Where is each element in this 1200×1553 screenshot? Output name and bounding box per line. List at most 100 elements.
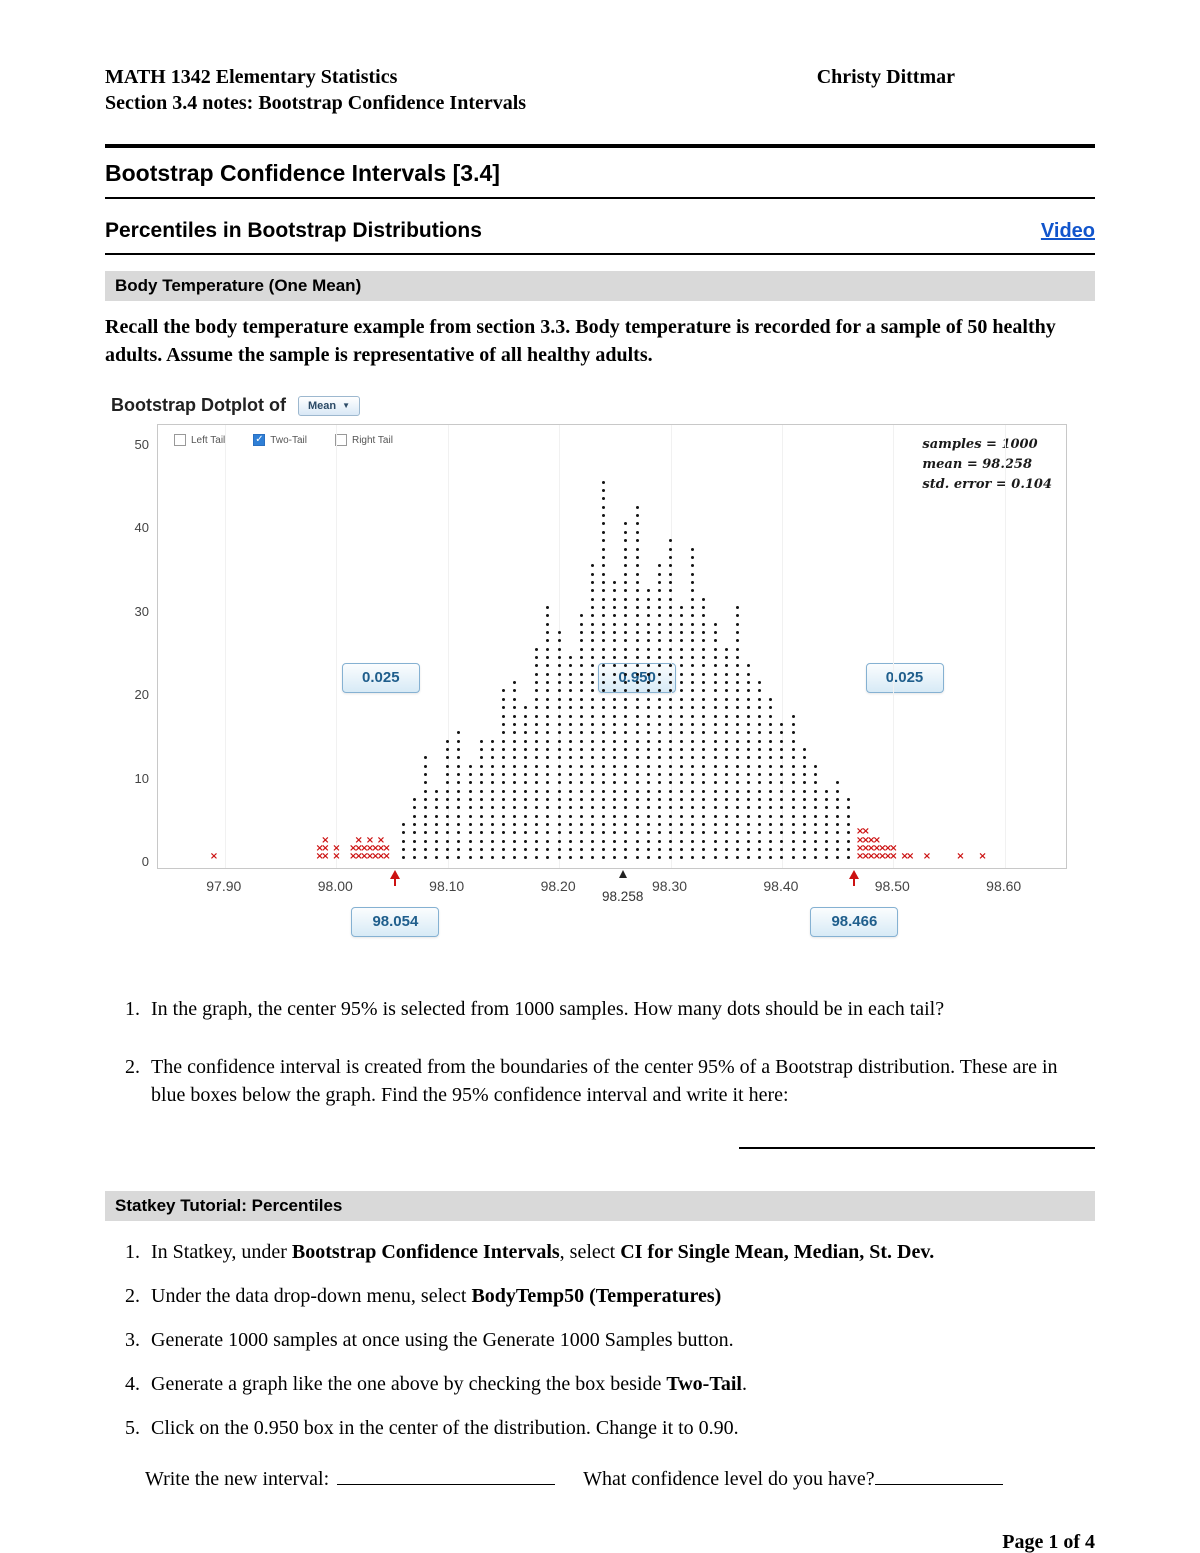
dot [802, 772, 806, 776]
dot [579, 697, 583, 701]
dot [624, 823, 628, 827]
dot [568, 839, 572, 843]
dot [836, 781, 840, 785]
dot [557, 706, 561, 710]
tail-x-mark: × [360, 843, 369, 855]
dot [657, 756, 661, 760]
dot [702, 647, 706, 651]
dot [591, 672, 594, 676]
dot [613, 605, 617, 609]
right-tail-checkbox[interactable]: Right Tail [334, 434, 393, 447]
dot [579, 739, 583, 743]
video-link[interactable]: Video [1040, 220, 1095, 242]
dot [702, 798, 706, 802]
statistic-dropdown[interactable]: Mean ▼ [297, 395, 361, 416]
dot [591, 739, 594, 743]
dot [602, 580, 606, 584]
statkey-step: Generate a graph like the one above by c… [145, 1371, 1095, 1398]
dot [613, 806, 617, 810]
two-tail-checkbox[interactable]: Two-Tail [253, 434, 307, 447]
dot [624, 839, 628, 843]
dot [602, 839, 606, 843]
center-proportion-box[interactable]: 0.950 [598, 663, 677, 694]
dot [568, 681, 572, 685]
dot [646, 605, 650, 609]
dot [446, 739, 450, 743]
dot [479, 814, 483, 818]
dot [791, 856, 795, 860]
dot [691, 806, 695, 810]
dot [501, 722, 505, 726]
dot [546, 831, 550, 835]
dot [568, 764, 572, 768]
dot [490, 806, 494, 810]
dot [724, 798, 728, 802]
dot [780, 798, 784, 802]
dot [446, 831, 450, 835]
checkbox-icon[interactable] [174, 434, 186, 447]
dot [568, 731, 572, 735]
dot [579, 823, 583, 827]
dot [624, 681, 628, 685]
dot [735, 831, 739, 835]
dot [702, 848, 706, 852]
dot [524, 856, 528, 860]
dot [524, 722, 528, 726]
dot [836, 798, 840, 802]
dot [468, 806, 472, 810]
dot [579, 631, 583, 635]
left-boundary-value-box[interactable]: 98.054 [351, 907, 440, 938]
dot [713, 848, 717, 852]
dot [735, 798, 739, 802]
dot [680, 681, 684, 685]
dot [847, 848, 851, 852]
tail-x-mark: × [861, 843, 870, 855]
right-tail-proportion-box[interactable]: 0.025 [865, 663, 944, 694]
dot [813, 831, 817, 835]
dot [535, 798, 539, 802]
dot [747, 681, 750, 685]
dot [591, 798, 594, 802]
dot [747, 722, 750, 726]
dot [735, 781, 739, 785]
dot [724, 823, 728, 827]
dot [446, 856, 450, 860]
dot [591, 564, 594, 568]
dot [557, 789, 561, 793]
checkbox-icon[interactable] [334, 434, 347, 447]
dot [635, 522, 639, 526]
dot [780, 722, 784, 726]
dot [635, 697, 639, 701]
dot [680, 672, 684, 676]
dot [490, 764, 494, 768]
dot [635, 739, 639, 743]
dot [546, 697, 550, 701]
dot [780, 831, 784, 835]
dot [635, 505, 639, 509]
dot [613, 814, 617, 818]
dot [624, 764, 628, 768]
dot [758, 856, 762, 860]
dot [579, 772, 583, 776]
dot [557, 722, 561, 726]
dot [635, 747, 639, 751]
dot [535, 839, 539, 843]
left-boundary-arrow [390, 870, 401, 880]
dot [691, 555, 695, 559]
dot [713, 756, 717, 760]
dot [613, 706, 617, 710]
dot [713, 689, 717, 693]
dot [613, 731, 617, 735]
dot [691, 848, 695, 852]
dot [669, 798, 672, 802]
left-tail-proportion-box[interactable]: 0.025 [341, 663, 420, 694]
chart-title: Bootstrap Dotplot of [111, 395, 286, 416]
dot [735, 731, 739, 735]
x-tick-label: 98.60 [986, 878, 1022, 895]
dot [613, 597, 617, 601]
right-boundary-value-box[interactable]: 98.466 [810, 907, 899, 938]
dot [657, 823, 661, 827]
checkbox-checked-icon[interactable] [253, 434, 266, 447]
left-tail-checkbox[interactable]: Left Tail [174, 434, 225, 447]
dot [546, 706, 550, 710]
